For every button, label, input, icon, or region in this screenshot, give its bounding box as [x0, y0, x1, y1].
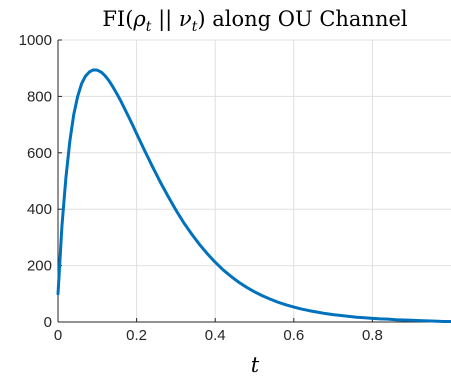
x-tick-label: 0.4 [205, 327, 226, 344]
x-tick-label: 0 [54, 327, 62, 344]
y-tick-label: 1000 [19, 32, 52, 49]
series [56, 68, 451, 323]
chart-title: FI(ρt || νt) along OU Channel [102, 7, 408, 35]
series-line [56, 68, 451, 323]
x-tick-label: 0.6 [283, 327, 304, 344]
y-tick-label: 800 [27, 88, 52, 105]
y-tick-label: 200 [27, 258, 52, 275]
x-axis-label: t [251, 353, 260, 377]
ticks: 0 200 400 600 800 1000 0 0.2 0.4 0.6 0.8 [19, 32, 383, 344]
y-tick-label: 0 [44, 314, 52, 331]
y-tick-label: 600 [27, 145, 52, 162]
x-tick-label: 0.2 [126, 327, 147, 344]
axes [57, 40, 451, 323]
x-tick-label: 0.8 [362, 327, 383, 344]
grid [58, 39, 451, 322]
y-tick-label: 400 [27, 201, 52, 218]
